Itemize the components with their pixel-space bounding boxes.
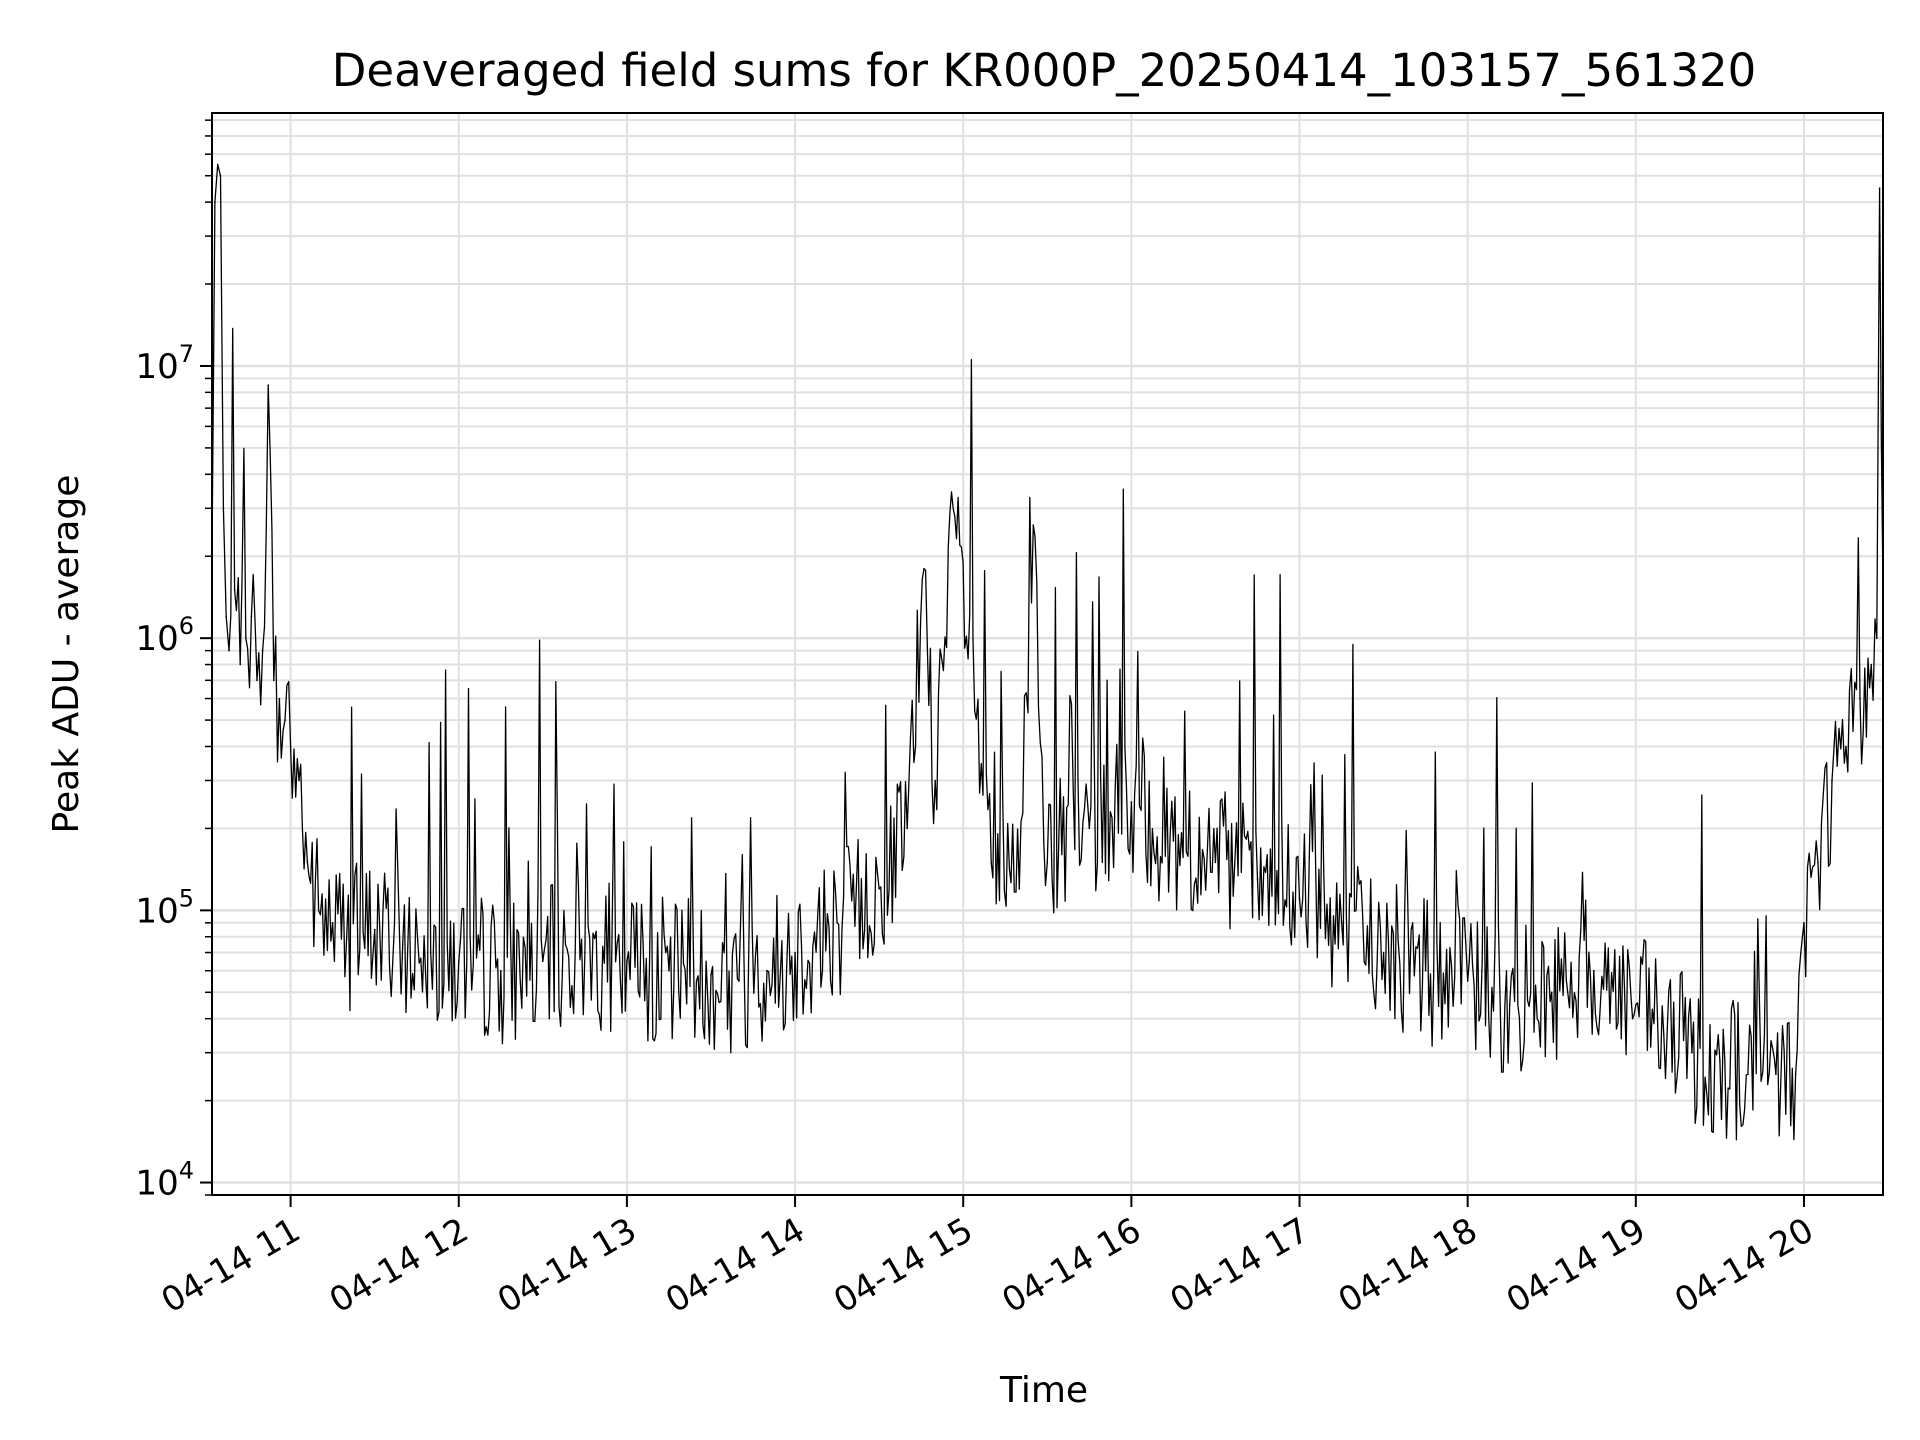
data-point bbox=[317, 909, 320, 912]
data-point bbox=[668, 969, 670, 972]
data-point bbox=[766, 969, 768, 972]
data-point bbox=[923, 567, 925, 570]
data-point bbox=[1382, 951, 1385, 954]
data-point bbox=[906, 827, 908, 830]
data-point bbox=[245, 637, 247, 639]
y-tick-label: 107 bbox=[135, 340, 194, 387]
data-point bbox=[954, 515, 956, 518]
data-point bbox=[1088, 827, 1091, 830]
data-point bbox=[256, 679, 258, 682]
data-point bbox=[990, 861, 992, 864]
y-tick-label: 105 bbox=[135, 884, 194, 931]
data-point bbox=[1859, 697, 1861, 700]
data-point bbox=[239, 663, 241, 666]
data-point bbox=[1466, 980, 1469, 982]
data-point bbox=[278, 697, 281, 700]
y-tick-label: 106 bbox=[135, 612, 194, 659]
data-point bbox=[1878, 187, 1881, 189]
data-point bbox=[1130, 801, 1133, 803]
data-point bbox=[298, 779, 300, 782]
data-point bbox=[738, 980, 740, 982]
data-point bbox=[542, 960, 544, 963]
data-point bbox=[1663, 1033, 1665, 1036]
data-point bbox=[1775, 1073, 1777, 1075]
major-grid bbox=[212, 113, 1883, 1195]
y-axis-label: Peak ADU - average bbox=[46, 475, 87, 834]
data-point bbox=[214, 201, 216, 203]
data-point bbox=[1803, 922, 1805, 924]
data-point bbox=[934, 779, 936, 782]
data-point bbox=[1691, 1051, 1693, 1054]
data-point bbox=[250, 615, 253, 618]
plot-frame bbox=[211, 112, 1884, 1196]
data-point bbox=[1214, 861, 1217, 864]
data-point bbox=[1172, 840, 1175, 842]
data-point bbox=[1845, 745, 1847, 748]
data-point bbox=[458, 960, 460, 963]
data-point bbox=[225, 615, 227, 618]
data-point bbox=[401, 943, 404, 946]
data-point bbox=[1870, 663, 1872, 666]
data-point bbox=[500, 969, 502, 972]
data-point bbox=[1876, 637, 1878, 639]
data-point bbox=[306, 861, 309, 864]
data-line-group bbox=[211, 163, 1884, 1141]
data-point bbox=[1719, 1060, 1721, 1062]
data-point bbox=[233, 589, 236, 591]
data-point bbox=[1550, 991, 1553, 994]
data-point bbox=[331, 922, 334, 924]
data-point bbox=[261, 649, 264, 652]
y-tick-label: 104 bbox=[135, 1157, 194, 1204]
data-point bbox=[1508, 1003, 1511, 1006]
data-point bbox=[1831, 779, 1833, 782]
data-point bbox=[1032, 524, 1035, 526]
data-point bbox=[222, 507, 225, 510]
data-point bbox=[228, 649, 230, 652]
data-point bbox=[273, 679, 275, 682]
data-point bbox=[1046, 861, 1049, 864]
data-series-line bbox=[211, 163, 1884, 1141]
data-point bbox=[710, 973, 712, 976]
data-point bbox=[584, 951, 586, 954]
data-point bbox=[1794, 1073, 1797, 1075]
data-point bbox=[1256, 878, 1259, 881]
data-point bbox=[1635, 1003, 1637, 1006]
data-point bbox=[1817, 861, 1819, 864]
y-axis-ticks: 104 105 106 107 bbox=[135, 340, 212, 1204]
data-point bbox=[794, 951, 796, 954]
data-point bbox=[219, 174, 222, 177]
data-point bbox=[1018, 888, 1021, 890]
data-point bbox=[626, 960, 628, 963]
data-point bbox=[345, 935, 348, 938]
data-point bbox=[289, 745, 292, 748]
data-point bbox=[836, 922, 838, 924]
data-point bbox=[1593, 969, 1595, 972]
data-point bbox=[1298, 898, 1301, 900]
data-point bbox=[878, 888, 880, 890]
chart-title: Deaveraged field sums for KR000P_2025041… bbox=[332, 44, 1756, 97]
data-point bbox=[267, 384, 270, 387]
data-point bbox=[373, 928, 376, 931]
data-point bbox=[1424, 969, 1427, 972]
data-point bbox=[284, 719, 286, 721]
x-axis-label: Time bbox=[999, 1370, 1088, 1411]
data-point bbox=[1340, 922, 1343, 924]
data-point bbox=[1747, 1073, 1749, 1075]
data-point bbox=[216, 163, 219, 166]
data-point bbox=[429, 951, 432, 954]
